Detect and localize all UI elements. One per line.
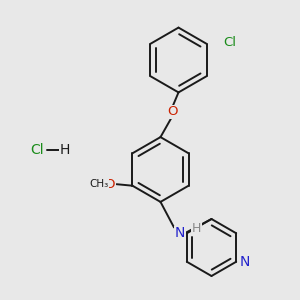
Text: H: H bbox=[192, 222, 201, 236]
Text: CH₃: CH₃ bbox=[89, 179, 108, 189]
Text: O: O bbox=[167, 105, 178, 118]
Text: O: O bbox=[104, 178, 115, 191]
Text: N: N bbox=[175, 226, 185, 240]
Text: H: H bbox=[59, 143, 70, 157]
Text: Cl: Cl bbox=[223, 36, 236, 49]
Text: N: N bbox=[240, 255, 250, 269]
Text: Cl: Cl bbox=[31, 143, 44, 157]
